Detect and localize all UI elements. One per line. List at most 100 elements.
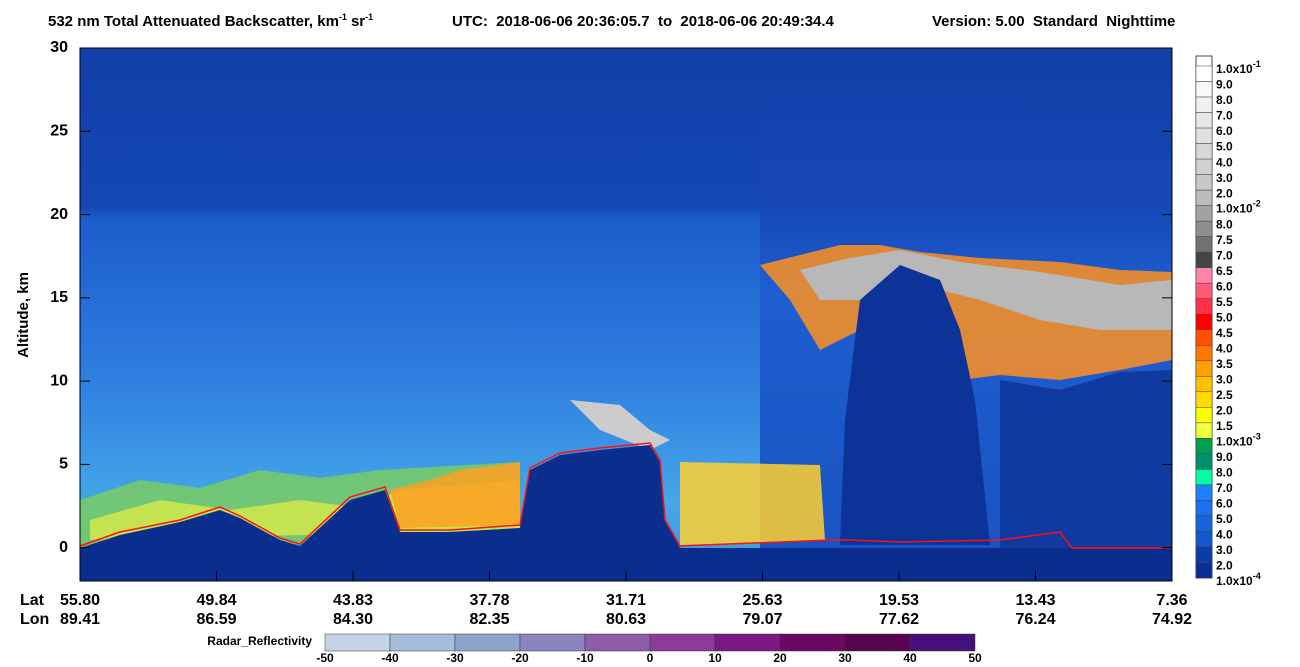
radar-cell bbox=[779, 633, 846, 652]
radar-cell bbox=[909, 633, 976, 652]
colorbar-label: 7.0 bbox=[1216, 481, 1233, 495]
colorbar-cell bbox=[1195, 267, 1213, 284]
colorbar-cell bbox=[1195, 484, 1213, 501]
colorbar-label: 1.0x10-1 bbox=[1216, 59, 1261, 76]
radar-tick-label: 40 bbox=[903, 651, 917, 665]
lon-label: 82.35 bbox=[469, 611, 509, 628]
colorbar-cell bbox=[1195, 531, 1213, 548]
y-tick-label: 0 bbox=[59, 539, 68, 556]
radar-cell bbox=[584, 633, 651, 652]
colorbar-cell bbox=[1195, 438, 1213, 455]
lat-label: 49.84 bbox=[196, 592, 236, 609]
lat-label: Lat bbox=[20, 592, 45, 609]
radar-tick-label: -30 bbox=[446, 651, 464, 665]
colorbar-label: 6.0 bbox=[1216, 497, 1233, 511]
colorbar-label: 4.0 bbox=[1216, 155, 1233, 169]
colorbar-label-base: 1.0x10 bbox=[1216, 202, 1253, 216]
colorbar-cell bbox=[1195, 360, 1213, 377]
colorbar-cell bbox=[1195, 407, 1213, 424]
colorbar-label: 5.0 bbox=[1216, 512, 1233, 526]
radar-tick-label: -50 bbox=[316, 651, 334, 665]
title-exponent: -1 bbox=[365, 12, 373, 22]
title-unit: sr bbox=[351, 13, 365, 30]
colorbar-label-base: 1.0x10 bbox=[1216, 435, 1253, 449]
radar-tick-label: -20 bbox=[511, 651, 529, 665]
shadow bbox=[840, 265, 990, 545]
radar-tick-label: 10 bbox=[708, 651, 722, 665]
radar-cell bbox=[389, 633, 456, 652]
radar-tick-label: -10 bbox=[576, 651, 594, 665]
lon-label: 74.92 bbox=[1152, 611, 1192, 628]
lon-label: 77.62 bbox=[879, 611, 919, 628]
colorbar-label: 9.0 bbox=[1216, 78, 1233, 92]
colorbar-cell bbox=[1195, 158, 1213, 175]
colorbar-label: 4.0 bbox=[1216, 528, 1233, 542]
colorbar-label-exponent: -1 bbox=[1253, 59, 1261, 69]
colorbar-label: 2.0 bbox=[1216, 186, 1233, 200]
backscatter-image bbox=[79, 48, 1172, 581]
colorbar-label: 4.0 bbox=[1216, 341, 1233, 355]
colorbar-label: 5.0 bbox=[1216, 140, 1233, 154]
lon-label: 84.30 bbox=[333, 611, 373, 628]
colorbar-cell bbox=[1195, 329, 1213, 346]
y-tick-label: 15 bbox=[50, 289, 68, 306]
radar-cell bbox=[324, 633, 391, 652]
colorbar-label: 8.0 bbox=[1216, 93, 1233, 107]
lon-label: 76.24 bbox=[1015, 611, 1055, 628]
colorbar-cell bbox=[1195, 143, 1213, 160]
colorbar-cell bbox=[1195, 282, 1213, 299]
lon-label: 79.07 bbox=[742, 611, 782, 628]
y-tick-label: 10 bbox=[50, 372, 68, 389]
lon-label: 89.41 bbox=[60, 611, 100, 628]
colorbar-label: 8.0 bbox=[1216, 466, 1233, 480]
lat-label: 55.80 bbox=[60, 592, 100, 609]
colorbar-cell bbox=[1195, 515, 1213, 532]
lat-label: 31.71 bbox=[606, 592, 646, 609]
y-tick-label: 30 bbox=[50, 39, 68, 56]
radar-tick-label: -40 bbox=[381, 651, 399, 665]
radar-cell bbox=[714, 633, 781, 652]
aerosol-layer bbox=[390, 462, 520, 528]
colorbar-label: 8.0 bbox=[1216, 217, 1233, 231]
colorbar-label: 2.5 bbox=[1216, 388, 1233, 402]
colorbar-cell bbox=[1195, 236, 1213, 253]
colorbar-cell bbox=[1195, 298, 1213, 315]
y-tick-label: 20 bbox=[50, 206, 68, 223]
colorbar-label: 7.0 bbox=[1216, 248, 1233, 262]
colorbar-label-exponent: -2 bbox=[1253, 199, 1261, 209]
y-tick-label: 25 bbox=[50, 123, 68, 140]
radar-tick-label: 0 bbox=[647, 651, 654, 665]
colorbar-cell bbox=[1195, 220, 1213, 237]
colorbar-cell bbox=[1195, 174, 1213, 191]
colorbar-cell bbox=[1195, 391, 1213, 408]
lon-label: 80.63 bbox=[606, 611, 646, 628]
colorbar-cell bbox=[1195, 127, 1213, 144]
colorbar-cell bbox=[1195, 546, 1213, 563]
cloud bbox=[800, 250, 1172, 330]
colorbar-label: 1.0x10-2 bbox=[1216, 199, 1261, 216]
radar-cell bbox=[844, 633, 911, 652]
colorbar-cell bbox=[1195, 345, 1213, 362]
colorbar-label-base: 1.0x10 bbox=[1216, 574, 1253, 588]
radar-cell bbox=[519, 633, 586, 652]
cloud bbox=[570, 400, 670, 450]
lon-label: Lon bbox=[20, 611, 49, 628]
radar-tick-label: 50 bbox=[968, 651, 982, 665]
radar-cell bbox=[649, 633, 716, 652]
colorbar-cell bbox=[1195, 376, 1213, 393]
colorbar-label: 3.0 bbox=[1216, 543, 1233, 557]
colorbar-label: 5.0 bbox=[1216, 310, 1233, 324]
lon-label: 86.59 bbox=[196, 611, 236, 628]
colorbar-cell bbox=[1195, 469, 1213, 486]
colorbar-label: 6.5 bbox=[1216, 264, 1233, 278]
lat-label: 37.78 bbox=[469, 592, 509, 609]
surface-line bbox=[79, 442, 1172, 549]
colorbar-cell bbox=[1195, 422, 1213, 439]
colorbar-label: 9.0 bbox=[1216, 450, 1233, 464]
radar-tick-label: 20 bbox=[773, 651, 787, 665]
colorbar-label: 3.0 bbox=[1216, 372, 1233, 386]
colorbar-label: 3.5 bbox=[1216, 357, 1233, 371]
shadow bbox=[1000, 370, 1172, 548]
colorbar-cell bbox=[1195, 112, 1213, 129]
colorbar-cell bbox=[1195, 251, 1213, 268]
